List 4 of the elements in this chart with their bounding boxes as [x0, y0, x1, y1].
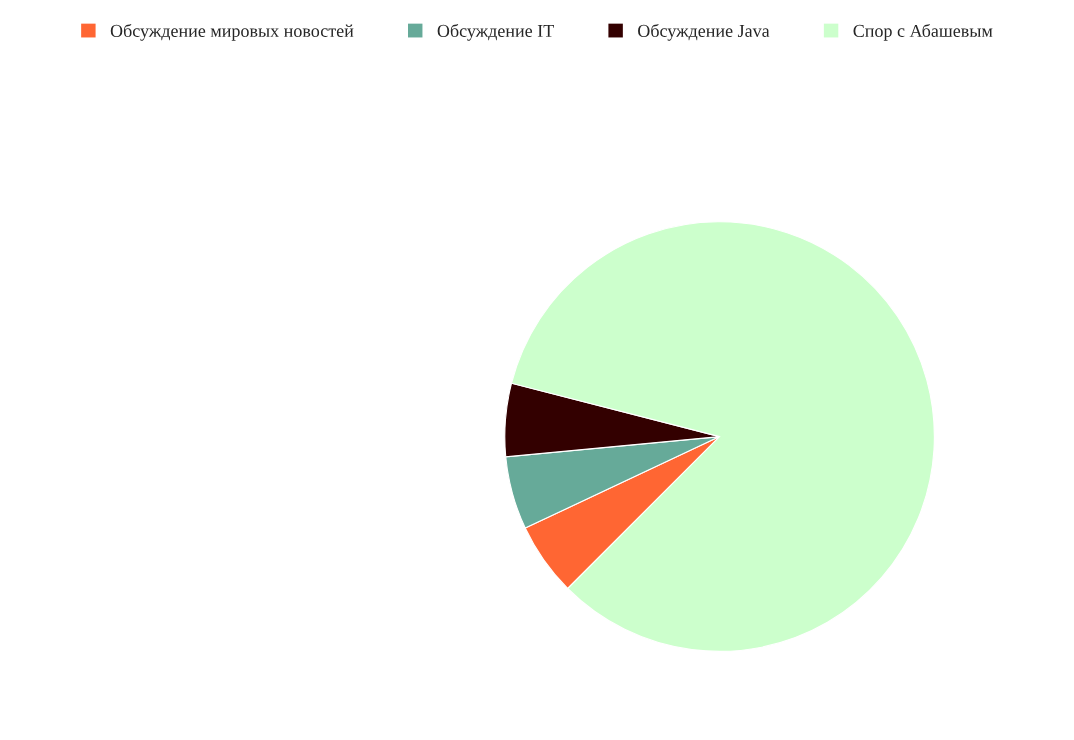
legend-label: Спор с Абашевым — [853, 23, 993, 41]
legend-label: Обсуждение IT — [437, 23, 554, 41]
legend-label: Обсуждение Java — [638, 23, 770, 41]
legend-label: Обсуждение мировых новостей — [110, 23, 354, 41]
